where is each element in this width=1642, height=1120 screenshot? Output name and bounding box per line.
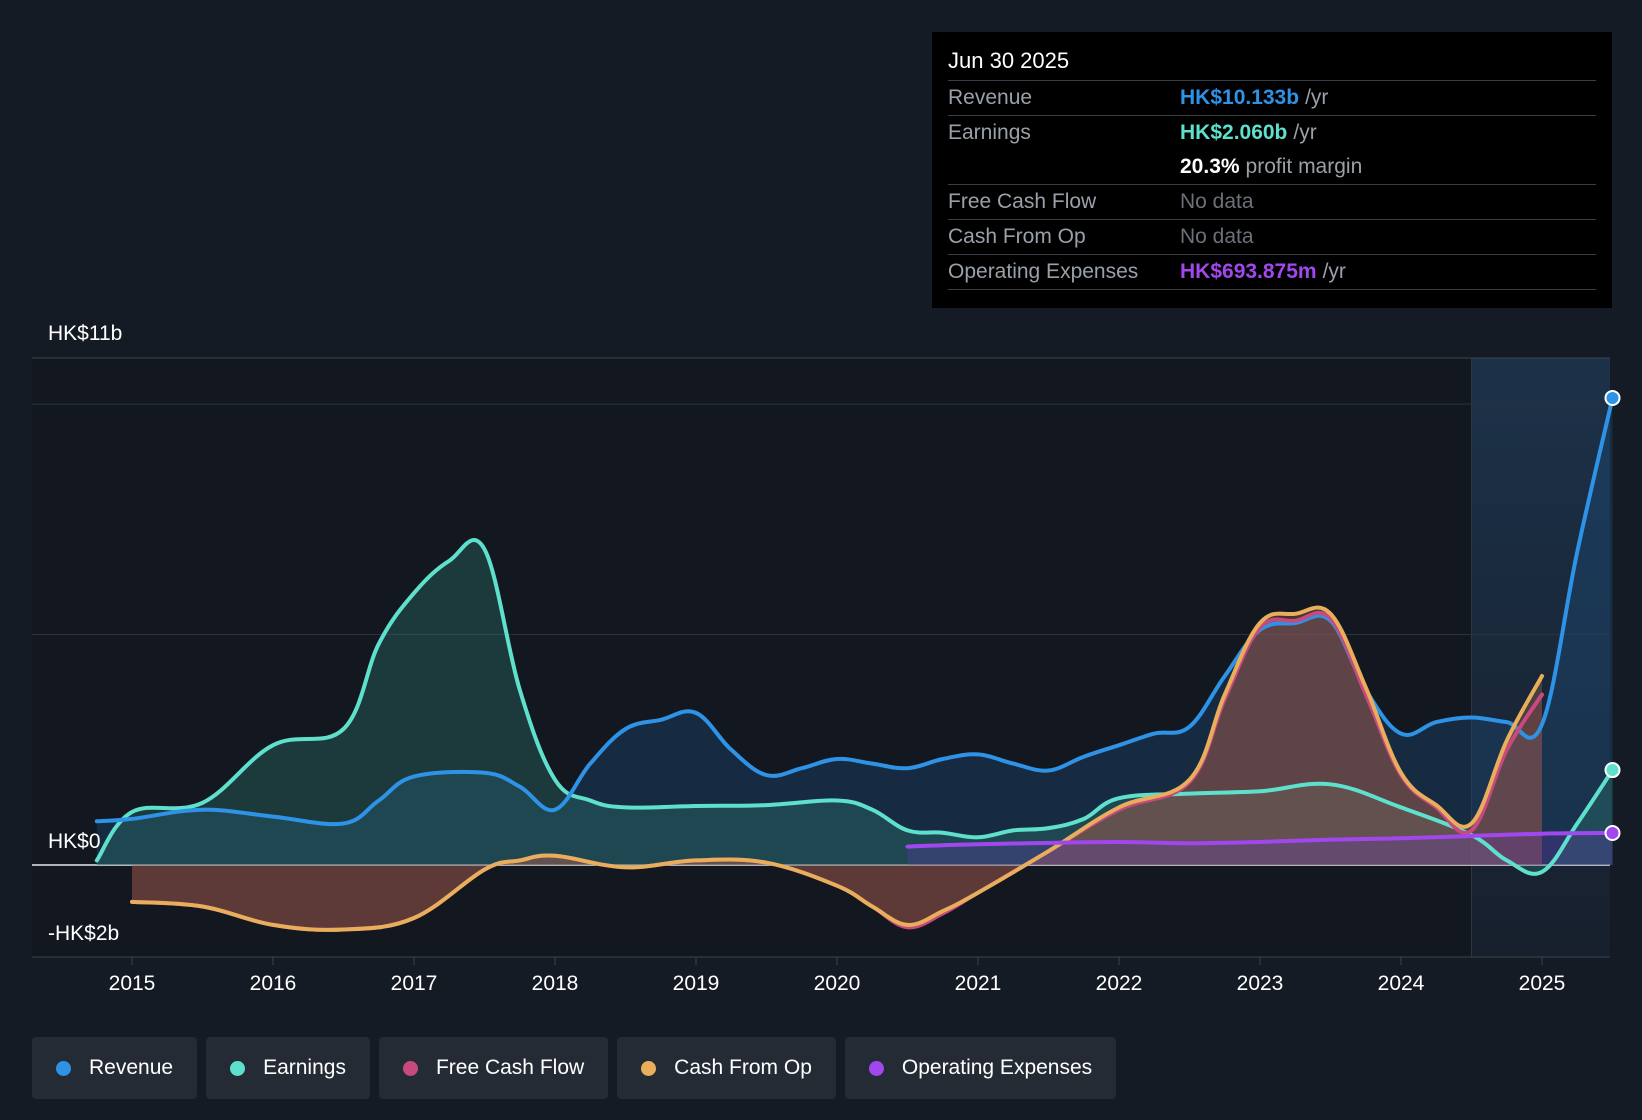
tooltip-value-cfo: No data	[1180, 225, 1254, 248]
x-tick-label: 2018	[532, 972, 579, 995]
legend-item-free-cash-flow[interactable]: Free Cash Flow	[378, 1037, 609, 1099]
legend-label: Operating Expenses	[901, 1056, 1093, 1079]
x-tick-label: 2023	[1237, 972, 1284, 995]
x-tick-label: 2021	[955, 972, 1002, 995]
y-label-zero: HK$0	[48, 830, 101, 853]
area-revenue	[96, 398, 1613, 865]
tooltip-row-revenue: Revenue HK$10.133b/yr	[948, 81, 1596, 116]
legend-dot-icon	[402, 1060, 418, 1076]
tooltip-label: Operating Expenses	[948, 260, 1139, 283]
tooltip-label: Revenue	[948, 86, 1033, 109]
forecast-region	[1471, 358, 1610, 957]
legend-dot-icon	[230, 1060, 246, 1076]
hover-tooltip: Jun 30 2025 Revenue HK$10.133b/yr Earnin…	[932, 32, 1612, 308]
tooltip-suffix: /yr	[1305, 86, 1329, 109]
x-tick-label: 2017	[391, 972, 438, 995]
tooltip-label: Free Cash Flow	[948, 190, 1097, 213]
area-earnings	[96, 540, 1613, 874]
y-label-top: HK$11b	[48, 322, 122, 345]
legend-dot-icon	[56, 1060, 71, 1076]
area-cash-from-op	[132, 607, 1542, 930]
y-label-bottom: -HK$2b	[48, 922, 119, 945]
tooltip-label: Cash From Op	[948, 225, 1086, 248]
tooltip-row-margin: 20.3% profit margin	[948, 150, 1596, 185]
tooltip-value-revenue: HK$10.133b	[1180, 86, 1300, 109]
x-tick-label: 2015	[109, 972, 156, 995]
chart-legend: Revenue Earnings Free Cash Flow Cash Fro…	[32, 1037, 1117, 1099]
legend-label: Cash From Op	[674, 1056, 812, 1079]
tooltip-suffix: /yr	[1293, 121, 1317, 144]
tooltip-value-earnings: HK$2.060b	[1180, 121, 1288, 144]
legend-dot-icon	[641, 1060, 657, 1076]
x-tick-label: 2025	[1519, 972, 1566, 995]
tooltip-date: Jun 30 2025	[948, 46, 1596, 81]
x-tick-label: 2022	[1096, 972, 1143, 995]
area-free-cash-flow	[132, 612, 1542, 930]
legend-item-earnings[interactable]: Earnings	[206, 1037, 370, 1099]
tooltip-row-earnings: Earnings HK$2.060b/yr	[948, 116, 1596, 150]
x-tick-label: 2024	[1378, 972, 1425, 995]
endpoint-marker-earnings	[1604, 762, 1621, 779]
legend-item-revenue[interactable]: Revenue	[32, 1037, 198, 1099]
legend-item-cash-from-op[interactable]: Cash From Op	[617, 1037, 836, 1099]
x-tick-label: 2020	[814, 972, 861, 995]
tooltip-suffix: profit margin	[1245, 155, 1363, 178]
series-line-earnings	[94, 538, 1615, 876]
tooltip-value-margin: 20.3%	[1180, 155, 1240, 178]
tooltip-value-fcf: No data	[1180, 190, 1254, 213]
tooltip-label	[948, 150, 1180, 184]
tooltip-suffix: /yr	[1322, 260, 1346, 283]
endpoint-marker-operating-expenses	[1604, 825, 1621, 842]
x-tick-label: 2019	[673, 972, 720, 995]
x-tick-label: 2016	[250, 972, 297, 995]
legend-label: Free Cash Flow	[435, 1056, 585, 1079]
endpoint-marker-revenue	[1604, 389, 1621, 406]
legend-label: Earnings	[263, 1056, 346, 1079]
plot-background	[32, 358, 1610, 957]
tooltip-row-cfo: Cash From Op No data	[948, 220, 1596, 255]
series-line-revenue	[94, 396, 1615, 827]
tooltip-row-opex: Operating Expenses HK$693.875m/yr	[948, 255, 1596, 290]
series-line-cash-from-op	[130, 605, 1544, 932]
legend-item-operating-expenses[interactable]: Operating Expenses	[844, 1037, 1117, 1099]
tooltip-label: Earnings	[948, 121, 1031, 144]
legend-dot-icon	[868, 1060, 884, 1076]
series-line-operating-expenses	[905, 831, 1615, 849]
tooltip-row-fcf: Free Cash Flow No data	[948, 185, 1596, 220]
tooltip-value-opex: HK$693.875m	[1180, 260, 1317, 283]
legend-label: Revenue	[89, 1056, 174, 1079]
area-operating-expenses	[907, 833, 1613, 865]
